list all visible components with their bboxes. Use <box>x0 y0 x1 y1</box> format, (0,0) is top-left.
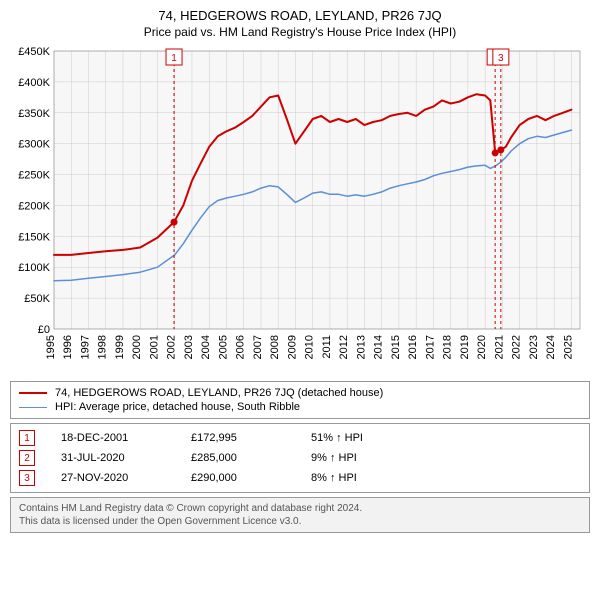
footer: Contains HM Land Registry data © Crown c… <box>10 497 590 533</box>
x-tick-label: 2022 <box>511 335 523 359</box>
legend-swatch <box>19 407 47 408</box>
sale-marker-badge-label-1: 1 <box>171 53 177 64</box>
x-tick-label: 2017 <box>424 335 436 359</box>
x-tick-label: 2014 <box>373 335 385 359</box>
footer-line1: Contains HM Land Registry data © Crown c… <box>19 502 581 515</box>
y-tick-label: £300K <box>18 139 50 151</box>
y-tick-label: £250K <box>18 170 50 182</box>
x-tick-label: 2007 <box>252 335 264 359</box>
x-tick-label: 2011 <box>321 335 333 359</box>
y-tick-label: £200K <box>18 200 50 212</box>
sale-date: 31-JUL-2020 <box>61 452 191 464</box>
x-tick-label: 2020 <box>476 335 488 359</box>
x-tick-label: 1995 <box>45 335 57 359</box>
sale-date: 18-DEC-2001 <box>61 432 191 444</box>
x-tick-label: 2021 <box>493 335 505 359</box>
sale-pct: 51% ↑ HPI <box>311 432 431 444</box>
y-tick-label: £150K <box>18 231 50 243</box>
x-tick-label: 2013 <box>355 335 367 359</box>
x-tick-label: 2012 <box>338 335 350 359</box>
x-tick-label: 2024 <box>545 335 557 359</box>
sale-marker-dot-3 <box>497 146 504 153</box>
legend-swatch <box>19 392 47 394</box>
x-tick-label: 2009 <box>286 335 298 359</box>
sale-row: 3 27-NOV-2020£290,0008% ↑ HPI <box>11 468 589 488</box>
sale-marker-dot-1 <box>171 219 178 226</box>
y-tick-label: £0 <box>38 324 50 336</box>
legend: 74, HEDGEROWS ROAD, LEYLAND, PR26 7JQ (d… <box>10 381 590 419</box>
y-tick-label: £50K <box>24 293 50 305</box>
x-tick-label: 1999 <box>114 335 126 359</box>
chart-area: £0 £50K £100K £150K £200K £250K £300K £350K £400… <box>10 45 590 375</box>
sale-price: £290,000 <box>191 472 311 484</box>
sale-marker-badge-label-3: 3 <box>498 53 504 64</box>
x-tick-label: 2005 <box>217 335 229 359</box>
x-tick-label: 2023 <box>528 335 540 359</box>
x-tick-label: 2015 <box>390 335 402 359</box>
x-tick-label: 1996 <box>62 335 74 359</box>
legend-label: HPI: Average price, detached house, Sout… <box>55 401 300 413</box>
footer-line2: This data is licensed under the Open Gov… <box>19 515 581 528</box>
sale-badge: 3 <box>19 470 35 486</box>
sale-date: 27-NOV-2020 <box>61 472 191 484</box>
sale-price: £172,995 <box>191 432 311 444</box>
sale-badge: 1 <box>19 430 35 446</box>
y-tick-label: £450K <box>18 46 50 58</box>
x-tick-label: 2018 <box>442 335 454 359</box>
y-tick-label: £400K <box>18 77 50 89</box>
chart-container: 74, HEDGEROWS ROAD, LEYLAND, PR26 7JQ Pr… <box>0 0 600 590</box>
x-tick-label: 2004 <box>200 335 212 359</box>
x-tick-label: 1998 <box>97 335 109 359</box>
titles: 74, HEDGEROWS ROAD, LEYLAND, PR26 7JQ Pr… <box>10 8 590 45</box>
legend-label: 74, HEDGEROWS ROAD, LEYLAND, PR26 7JQ (d… <box>55 387 383 399</box>
x-tick-label: 2008 <box>269 335 281 359</box>
y-tick-label: £350K <box>18 108 50 120</box>
x-tick-label: 2025 <box>562 335 574 359</box>
x-tick-label: 2003 <box>183 335 195 359</box>
x-tick-label: 2016 <box>407 335 419 359</box>
x-tick-label: 2006 <box>235 335 247 359</box>
x-tick-label: 2002 <box>166 335 178 359</box>
sale-badge: 2 <box>19 450 35 466</box>
title-address: 74, HEDGEROWS ROAD, LEYLAND, PR26 7JQ <box>10 8 590 23</box>
x-tick-label: 1997 <box>79 335 91 359</box>
y-tick-label: £100K <box>18 262 50 274</box>
sale-pct: 9% ↑ HPI <box>311 452 431 464</box>
sale-row: 2 31-JUL-2020£285,0009% ↑ HPI <box>11 448 589 468</box>
sales-table: 1 18-DEC-2001£172,99551% ↑ HPI 2 31-JUL-202… <box>10 423 590 493</box>
sale-pct: 8% ↑ HPI <box>311 472 431 484</box>
sale-row: 1 18-DEC-2001£172,99551% ↑ HPI <box>11 428 589 448</box>
x-tick-label: 2019 <box>459 335 471 359</box>
x-tick-label: 2010 <box>304 335 316 359</box>
legend-row: 74, HEDGEROWS ROAD, LEYLAND, PR26 7JQ (d… <box>19 386 581 400</box>
x-tick-label: 2001 <box>148 335 160 359</box>
legend-row: HPI: Average price, detached house, Sout… <box>19 400 581 414</box>
sale-price: £285,000 <box>191 452 311 464</box>
line-chart-svg: £0 £50K £100K £150K £200K £250K £300K £350K £400… <box>10 45 590 375</box>
x-tick-label: 2000 <box>131 335 143 359</box>
title-subtitle: Price paid vs. HM Land Registry's House … <box>10 25 590 39</box>
